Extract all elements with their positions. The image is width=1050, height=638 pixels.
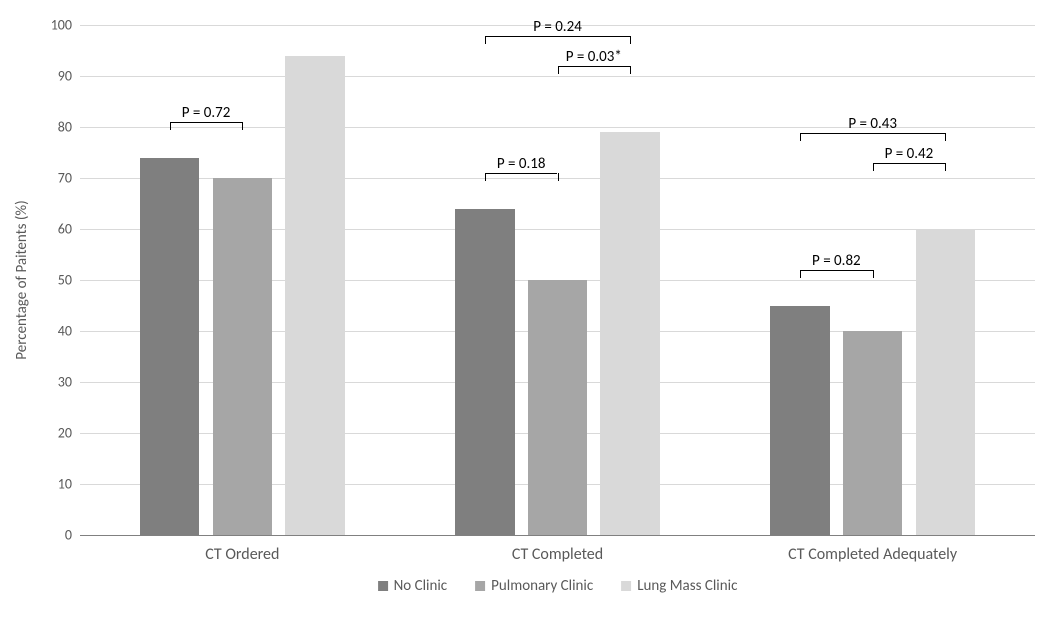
bracket-tick xyxy=(558,173,559,181)
ytick-label: 30 xyxy=(58,374,72,391)
bracket-tick xyxy=(485,36,486,44)
bracket-tick xyxy=(242,122,243,130)
legend-label: Pulmonary Clinic xyxy=(491,577,593,595)
bar xyxy=(843,331,902,535)
chart-container: P = 0.72P = 0.02*P = 0.02*P = 0.18P = 0.… xyxy=(0,0,1050,638)
bar xyxy=(213,178,272,535)
bracket-line xyxy=(873,163,946,164)
category-label: CT Ordered xyxy=(205,545,279,564)
bracket-tick xyxy=(170,122,171,130)
y-axis-label: Percentage of Paitents (%) xyxy=(13,200,31,359)
category-label: CT Completed xyxy=(512,545,603,564)
plot-area: P = 0.72P = 0.02*P = 0.02*P = 0.18P = 0.… xyxy=(80,25,1035,535)
legend-swatch xyxy=(378,581,388,591)
bracket-line xyxy=(485,36,630,37)
ytick-label: 60 xyxy=(58,221,72,238)
ytick-label: 70 xyxy=(58,170,72,187)
bracket-line xyxy=(800,270,873,271)
bracket-line xyxy=(170,122,243,123)
ytick-label: 80 xyxy=(58,119,72,136)
category-label: CT Completed Adequately xyxy=(788,545,957,564)
bracket-tick xyxy=(800,270,801,278)
bracket-line xyxy=(800,133,945,134)
p-value-label: P = 0.42 xyxy=(885,145,934,163)
bracket-line xyxy=(558,66,631,67)
p-value-label: P = 0.43 xyxy=(848,115,897,133)
bracket-tick xyxy=(945,133,946,141)
legend-swatch xyxy=(621,581,631,591)
bar xyxy=(140,158,199,535)
p-value-label: P = 0.18 xyxy=(497,155,546,173)
bar xyxy=(916,229,975,535)
gridline xyxy=(80,76,1035,77)
p-value-label: P = 0.24 xyxy=(533,18,582,36)
ytick-label: 100 xyxy=(51,17,72,34)
bracket-tick xyxy=(800,133,801,141)
bar xyxy=(455,209,514,535)
legend-item: Lung Mass Clinic xyxy=(621,577,737,595)
bar xyxy=(600,132,659,535)
ytick-label: 90 xyxy=(58,68,72,85)
legend-swatch xyxy=(475,581,485,591)
bar xyxy=(770,306,829,536)
p-value-label: P = 0.82 xyxy=(812,252,861,270)
bracket-line xyxy=(485,173,558,174)
legend-label: No Clinic xyxy=(394,577,448,595)
bracket-tick xyxy=(558,66,559,74)
ytick-label: 40 xyxy=(58,323,72,340)
legend-item: No Clinic xyxy=(378,577,448,595)
legend-item: Pulmonary Clinic xyxy=(475,577,593,595)
bar xyxy=(285,56,344,535)
bracket-tick xyxy=(485,173,486,181)
ytick-label: 50 xyxy=(58,272,72,289)
ytick-label: 20 xyxy=(58,425,72,442)
bracket-tick xyxy=(873,270,874,278)
p-value-label: P = 0.72 xyxy=(182,104,231,122)
bracket-tick xyxy=(630,66,631,74)
legend: No Clinic Pulmonary Clinic Lung Mass Clini… xyxy=(364,577,752,595)
ytick-label: 0 xyxy=(65,527,72,544)
p-value-label: P = 0.03* xyxy=(566,48,622,66)
x-axis xyxy=(80,535,1035,536)
bracket-tick xyxy=(873,163,874,171)
ytick-label: 10 xyxy=(58,476,72,493)
bracket-tick xyxy=(630,36,631,44)
bracket-tick xyxy=(945,163,946,171)
bar xyxy=(528,280,587,535)
legend-label: Lung Mass Clinic xyxy=(637,577,737,595)
